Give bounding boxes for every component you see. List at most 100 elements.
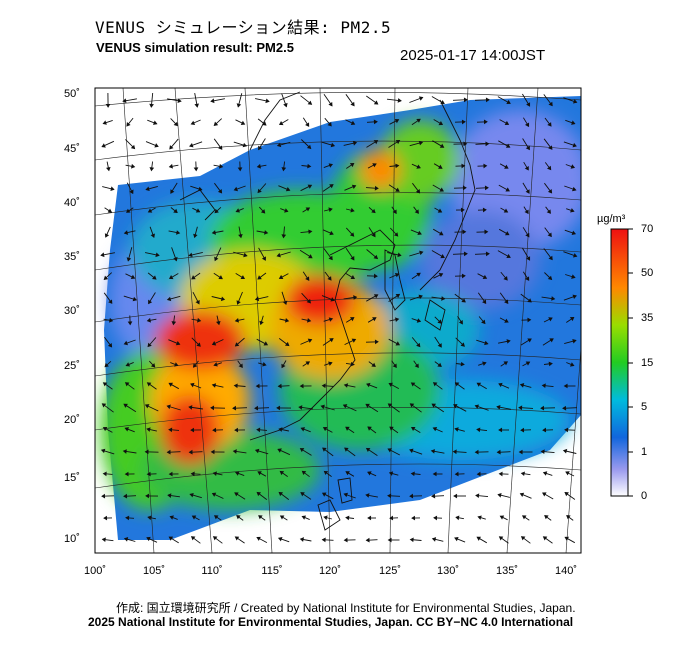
wind-arrowhead [195, 300, 200, 305]
wind-arrowhead [571, 120, 576, 125]
wind-arrowhead [242, 142, 248, 148]
timestamp: 2025-01-17 14:00JST [400, 47, 546, 64]
wind-arrowhead [409, 537, 414, 543]
wind-arrowhead [212, 427, 217, 433]
wind-arrowhead [234, 492, 239, 497]
wind-arrowhead [260, 209, 266, 214]
wind-arrowhead [371, 208, 376, 214]
wind-arrowhead [351, 338, 357, 343]
wind-arrowhead [414, 363, 419, 369]
wind-arrowhead [463, 97, 468, 103]
wind-arrowhead [329, 230, 334, 236]
wind-arrowhead [188, 449, 193, 455]
wind-arrowhead [306, 298, 311, 304]
wind-arrowhead [166, 404, 171, 410]
wind-arrowhead [328, 361, 333, 366]
wind-arrowhead [453, 404, 458, 409]
wind-arrowhead [373, 119, 378, 125]
wind-arrowhead [373, 140, 379, 145]
wind-arrowhead [173, 256, 178, 262]
wind-arrowhead [173, 208, 178, 214]
wind-arrowhead [258, 145, 263, 151]
wind-arrowhead [329, 184, 334, 189]
wind-arrowhead [463, 141, 468, 147]
wind-arrowhead [504, 120, 510, 125]
wind-arrowhead [438, 272, 444, 278]
wind-arrowhead [104, 233, 110, 238]
wind-arrowhead [540, 449, 545, 455]
wind-arrowhead [106, 167, 111, 172]
wind-arrowhead [217, 188, 223, 194]
wind-arrowhead [343, 537, 348, 543]
wind-arrowhead [234, 342, 240, 347]
wind-arrowhead [416, 342, 421, 348]
wind-arrowhead [169, 145, 174, 150]
wind-arrowhead [243, 252, 248, 258]
wind-arrowhead [211, 230, 216, 235]
wind-arrowhead [190, 120, 196, 125]
lon-label-130: 130˚ [436, 565, 460, 577]
wind-arrowhead [430, 449, 435, 454]
wind-arrowhead [389, 515, 394, 521]
wind-arrowhead [211, 492, 217, 497]
wind-arrowhead [127, 321, 133, 326]
wind-arrowhead [476, 471, 481, 477]
wind-arrowhead [168, 536, 174, 541]
wind-arrowhead [572, 338, 577, 344]
wind-arrowhead [476, 382, 482, 387]
wind-arrowhead [236, 515, 241, 520]
wind-arrowhead [565, 471, 570, 476]
wind-arrowhead [547, 122, 552, 127]
wind-arrowhead [418, 96, 424, 101]
wind-arrowhead [387, 403, 393, 408]
wind-arrowhead [365, 447, 371, 453]
wind-arrowhead [410, 426, 416, 432]
wind-arrowhead [188, 252, 193, 258]
wind-arrowhead [431, 403, 437, 408]
wind-arrowhead [527, 317, 532, 323]
wind-arrowhead [524, 165, 529, 171]
wind-arrowhead [126, 257, 132, 262]
wind-arrowhead [371, 362, 376, 367]
wind-arrowhead [258, 515, 263, 520]
wind-arrowhead [414, 209, 419, 214]
wind-arrowhead [506, 339, 511, 344]
wind-arrowhead [100, 448, 106, 454]
lon-label-115: 115˚ [261, 565, 283, 577]
wind-arrowhead [498, 382, 503, 388]
wind-arrowhead [177, 98, 182, 104]
wind-arrowhead [167, 493, 172, 498]
coastlines [179, 91, 476, 531]
wind-arrowhead [234, 427, 239, 433]
colorbar-tick-1: 1 [641, 446, 648, 458]
wind-arrowhead [328, 317, 334, 322]
wind-arrowhead [437, 319, 442, 324]
wind-arrowhead [542, 492, 547, 497]
wind-arrowhead [101, 143, 106, 148]
wind-arrowhead [144, 449, 149, 455]
wind-arrowhead [525, 145, 530, 151]
wind-arrowhead [483, 163, 488, 169]
wind-arrowhead [192, 363, 198, 368]
wind-arrowhead [261, 256, 266, 261]
wind-arrowhead [306, 144, 312, 150]
wind-arrowhead [281, 234, 287, 239]
wind-arrowhead [149, 167, 155, 172]
wind-arrowhead [147, 515, 152, 521]
wind-arrowhead [547, 275, 553, 281]
wind-arrowhead [525, 189, 530, 194]
wind-arrowhead [432, 427, 438, 432]
wind-arrowhead [452, 449, 457, 455]
wind-arrowhead [166, 296, 172, 302]
wind-arrowhead [168, 274, 174, 280]
wind-arrowhead [350, 274, 356, 280]
wind-arrowhead [458, 319, 463, 325]
wind-arrowhead [189, 142, 194, 148]
wind-arrowhead [233, 383, 238, 389]
wind-arrowhead [216, 321, 221, 326]
wind-arrowhead [299, 537, 304, 542]
wind-arrowhead [195, 208, 201, 213]
wind-arrowhead [547, 188, 553, 194]
wind-arrowhead [520, 427, 525, 433]
lat-label-45: 45˚ [64, 143, 80, 155]
